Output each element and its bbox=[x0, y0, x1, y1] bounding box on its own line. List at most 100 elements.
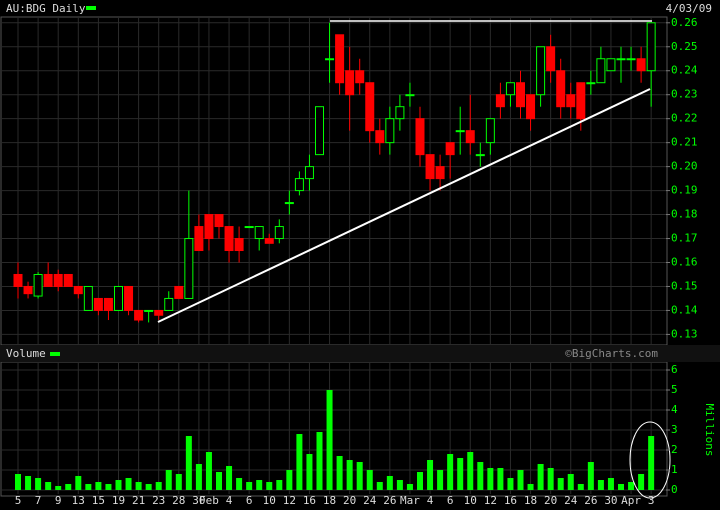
candle-body bbox=[134, 309, 144, 321]
x-tick-label: 30 bbox=[604, 494, 617, 507]
volume-bar bbox=[155, 482, 162, 490]
chart-title: AU:BDG Daily bbox=[6, 2, 86, 15]
candle-body bbox=[395, 106, 405, 120]
candle-body bbox=[83, 285, 93, 311]
candle-body bbox=[174, 285, 184, 299]
x-tick-label: 5 bbox=[15, 494, 22, 507]
volume-bar bbox=[467, 452, 474, 490]
candle-body bbox=[73, 285, 83, 295]
x-tick-label: 16 bbox=[504, 494, 517, 507]
x-tick-label: 20 bbox=[343, 494, 356, 507]
candle-body bbox=[425, 154, 435, 180]
candle-body bbox=[93, 297, 103, 311]
volume-bar bbox=[547, 468, 554, 490]
candle-body bbox=[586, 82, 596, 85]
y-tick-label: 0.21 bbox=[671, 136, 698, 149]
volume-bar bbox=[597, 480, 604, 490]
candle-body bbox=[124, 285, 134, 311]
y-tick-label: 0.13 bbox=[671, 327, 698, 340]
y-tick-label: 0.25 bbox=[671, 40, 698, 53]
candle-body bbox=[556, 70, 566, 108]
candle-body bbox=[405, 94, 415, 97]
volume-bar bbox=[396, 480, 403, 490]
candle-body bbox=[63, 273, 73, 287]
x-tick-label: 4 bbox=[427, 494, 434, 507]
x-tick-label: 21 bbox=[132, 494, 145, 507]
candle-body bbox=[184, 238, 194, 299]
candle-body bbox=[325, 58, 335, 61]
x-tick-label: 24 bbox=[363, 494, 377, 507]
volume-bar bbox=[256, 480, 263, 490]
volume-bar bbox=[75, 476, 82, 490]
y-tick-label: 5 bbox=[671, 383, 678, 396]
x-tick-label: 20 bbox=[544, 494, 557, 507]
x-tick-label: 3 bbox=[648, 494, 655, 507]
x-tick-label: 18 bbox=[524, 494, 537, 507]
x-tick-label: 23 bbox=[152, 494, 165, 507]
volume-bar bbox=[195, 464, 202, 490]
x-tick-label: 24 bbox=[564, 494, 578, 507]
y-tick-label: 0.17 bbox=[671, 232, 698, 245]
volume-bar bbox=[537, 464, 544, 490]
separator bbox=[0, 345, 720, 362]
volume-bar bbox=[417, 472, 423, 490]
y-tick-label: 0 bbox=[671, 483, 678, 496]
candle-body bbox=[345, 70, 355, 96]
volume-bar bbox=[628, 482, 635, 490]
x-tick-label: 10 bbox=[464, 494, 477, 507]
volume-bar bbox=[185, 436, 192, 490]
candle-body bbox=[224, 226, 234, 252]
x-tick-label: 15 bbox=[92, 494, 105, 507]
volume-bar bbox=[346, 460, 353, 490]
candle-body bbox=[445, 142, 455, 156]
volume-bar bbox=[276, 480, 283, 490]
volume-bar bbox=[517, 470, 524, 490]
volume-bar bbox=[386, 476, 393, 490]
volume-bar bbox=[587, 462, 594, 490]
candle-body bbox=[103, 297, 113, 311]
volume-bar bbox=[316, 432, 323, 490]
volume-bar bbox=[115, 480, 122, 490]
y-tick-label: 0.18 bbox=[671, 208, 698, 221]
x-tick-label: Mar bbox=[400, 494, 420, 507]
volume-bar bbox=[216, 472, 222, 490]
y-tick-label: 0.22 bbox=[671, 112, 698, 125]
volume-bar bbox=[95, 482, 102, 490]
source-label: ©BigCharts.com bbox=[565, 347, 658, 360]
candle-body bbox=[284, 202, 294, 205]
candle-body bbox=[526, 94, 536, 120]
candle-body bbox=[375, 130, 385, 144]
x-tick-label: 12 bbox=[283, 494, 296, 507]
x-tick-label: 6 bbox=[246, 494, 253, 507]
candle-body bbox=[53, 273, 63, 287]
candle-body bbox=[495, 94, 505, 108]
y-tick-label: 0.26 bbox=[671, 16, 698, 29]
y-tick-label: 2 bbox=[671, 443, 678, 456]
candle-body bbox=[516, 82, 525, 108]
candle-body bbox=[304, 166, 314, 180]
candle-body bbox=[144, 309, 154, 312]
volume-bar bbox=[457, 458, 464, 490]
x-tick-label: 12 bbox=[484, 494, 497, 507]
x-tick-label: 10 bbox=[263, 494, 276, 507]
x-tick-label: 26 bbox=[584, 494, 597, 507]
candle-body bbox=[415, 118, 425, 156]
candle-body bbox=[204, 214, 214, 240]
legend-swatch bbox=[86, 6, 96, 10]
y-tick-label: 0.23 bbox=[671, 88, 698, 101]
y-tick-label: 0.19 bbox=[671, 184, 698, 197]
candle-body bbox=[254, 226, 264, 240]
volume-bar bbox=[35, 478, 42, 490]
volume-bar bbox=[477, 462, 484, 490]
volume-bar bbox=[205, 452, 212, 490]
x-tick-label: Apr bbox=[621, 494, 641, 507]
volume-bar bbox=[447, 454, 454, 490]
x-tick-label: 18 bbox=[323, 494, 336, 507]
candle-body bbox=[315, 106, 324, 156]
x-tick-label: 13 bbox=[72, 494, 85, 507]
volume-bar bbox=[557, 478, 564, 490]
volume-bar bbox=[507, 478, 514, 490]
x-tick-label: 4 bbox=[226, 494, 233, 507]
candle-body bbox=[475, 154, 485, 157]
y-tick-label: 0.16 bbox=[671, 256, 698, 269]
